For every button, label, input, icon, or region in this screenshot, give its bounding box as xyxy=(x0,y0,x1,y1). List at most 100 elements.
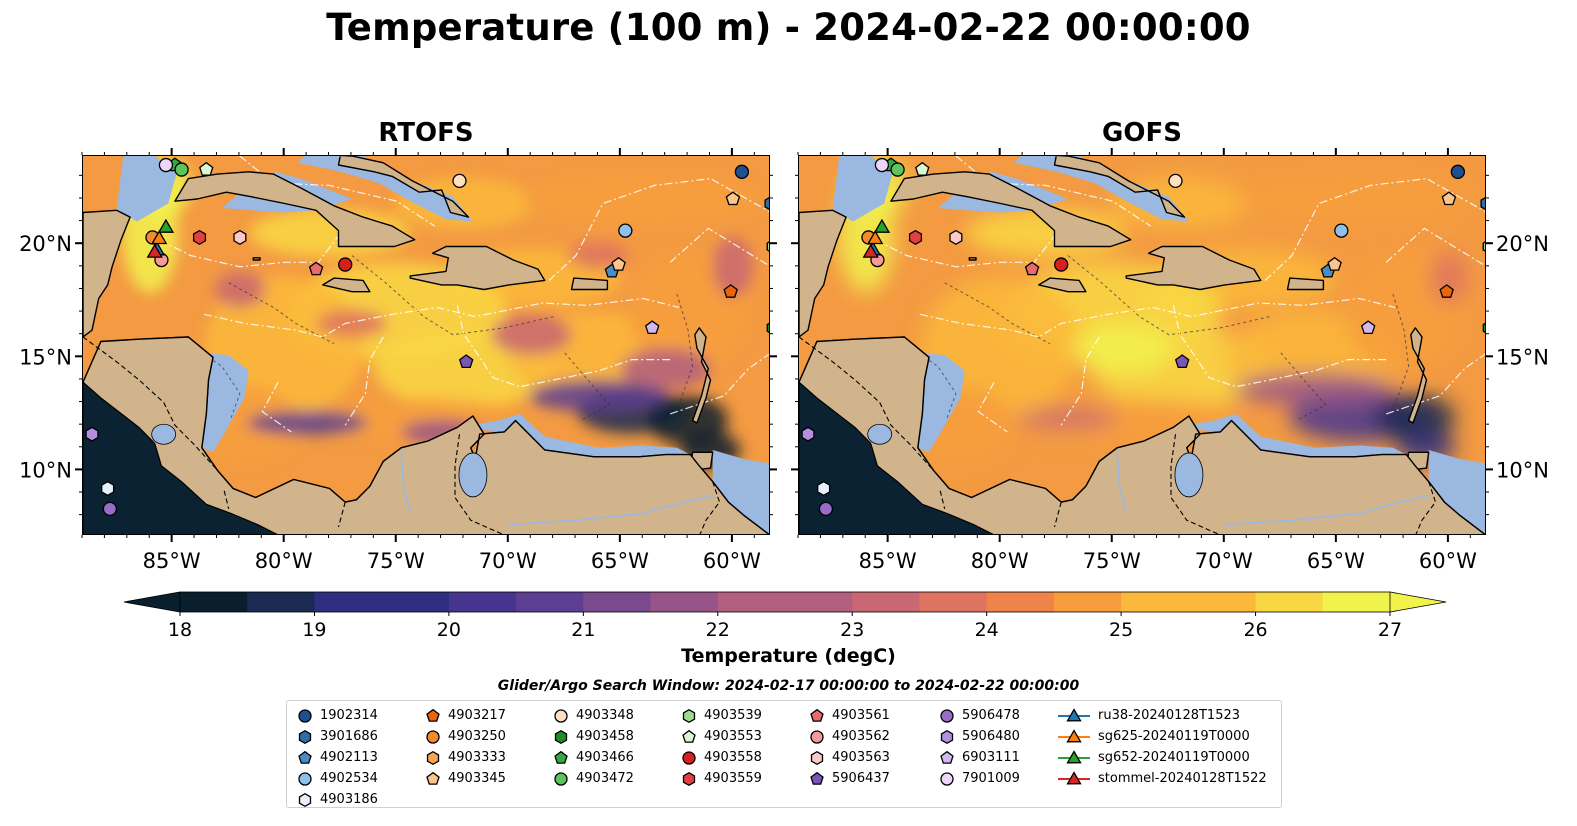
legend-item[interactable]: 5906437 xyxy=(809,768,890,789)
legend-marker-circle-icon xyxy=(554,708,568,723)
map-marker-4903558[interactable] xyxy=(338,257,353,272)
map-marker-4903472[interactable] xyxy=(890,162,905,177)
colorbar-band xyxy=(247,592,315,612)
lat-tick-label: 20°N xyxy=(1496,232,1549,256)
map-marker-4903472[interactable] xyxy=(174,162,189,177)
map-marker-stommel20240128t1522[interactable] xyxy=(146,243,163,258)
legend-item[interactable]: 3901686 xyxy=(297,726,378,747)
legend-item[interactable]: 4903472 xyxy=(553,768,634,789)
lat-tick-label: 10°N xyxy=(1496,458,1549,482)
map-marker-5906437[interactable] xyxy=(458,354,474,369)
map-marker-7901009[interactable] xyxy=(158,157,174,173)
map-marker-4903559[interactable] xyxy=(192,229,207,246)
map-marker-3901686[interactable] xyxy=(764,197,770,211)
legend-item[interactable]: 1902314 xyxy=(297,705,378,726)
legend-item[interactable]: 4903217 xyxy=(425,705,506,726)
map-marker-4903348[interactable] xyxy=(1168,173,1183,189)
legend-item[interactable]: 4903345 xyxy=(425,768,506,789)
map-marker-sg65220240119t0000[interactable] xyxy=(157,218,175,233)
legend-label: 4903186 xyxy=(320,792,378,807)
map-marker-4903345[interactable] xyxy=(611,256,626,271)
colorbar-band xyxy=(516,592,584,612)
map-marker-4903553[interactable] xyxy=(915,161,930,176)
panel-title-gofs: GOFS xyxy=(1102,118,1182,148)
legend-label: 4903458 xyxy=(576,729,634,744)
legend-marker-pentagon-icon xyxy=(426,708,440,722)
lon-tick-label: 80°W xyxy=(971,549,1029,573)
map-panel-gofs[interactable] xyxy=(798,155,1486,535)
legend-item[interactable]: 4902534 xyxy=(297,768,378,789)
legend-item[interactable]: 4903563 xyxy=(809,747,890,768)
map-marker-stommel20240128t1522[interactable] xyxy=(862,243,879,258)
lat-tick-label: 20°N xyxy=(19,232,72,256)
map-marker-4903558[interactable] xyxy=(1054,257,1069,272)
map-marker-4903539[interactable] xyxy=(766,240,770,254)
map-marker-4902534[interactable] xyxy=(618,223,633,238)
map-marker-4903217[interactable] xyxy=(723,284,738,298)
map-marker-4903348[interactable] xyxy=(452,173,467,189)
legend-item[interactable]: 5906478 xyxy=(939,705,1020,726)
map-marker-4903345[interactable] xyxy=(1327,256,1342,271)
lon-tick-label: 75°W xyxy=(367,549,425,573)
map-marker-4903559[interactable] xyxy=(908,229,923,246)
map-marker-sg65220240119t0000[interactable] xyxy=(873,218,891,233)
legend-item[interactable]: 4903333 xyxy=(425,747,506,768)
map-marker-6903111[interactable] xyxy=(644,320,660,335)
map-marker-4903539[interactable] xyxy=(1482,240,1486,254)
map-marker-1902314[interactable] xyxy=(1450,164,1466,179)
legend-item[interactable]: 6903111 xyxy=(939,747,1020,768)
lat-tick-label: 10°N xyxy=(19,458,72,482)
legend-item[interactable]: 7901009 xyxy=(939,768,1020,789)
legend-item[interactable]: 4903466 xyxy=(553,747,634,768)
map-marker-4903561[interactable] xyxy=(308,261,324,276)
map-marker-4903561[interactable] xyxy=(1024,261,1040,276)
map-marker-4903553[interactable] xyxy=(199,161,214,176)
legend-item[interactable]: 4903559 xyxy=(681,768,762,789)
colorbar-band xyxy=(986,592,1055,612)
lon-tick-label: 65°W xyxy=(1307,549,1365,573)
legend-item[interactable]: 4902113 xyxy=(297,747,378,768)
legend-item[interactable]: 4903250 xyxy=(425,726,506,747)
legend-item[interactable]: 4903458 xyxy=(553,726,634,747)
map-marker-1902314b[interactable] xyxy=(725,191,741,206)
map-marker-6903111[interactable] xyxy=(1360,320,1376,335)
legend-item[interactable]: sg652-20240119T0000 xyxy=(1057,747,1267,768)
map-marker-4903563[interactable] xyxy=(949,229,963,246)
legend-item[interactable]: 4903562 xyxy=(809,726,890,747)
legend-item[interactable]: 4903558 xyxy=(681,747,762,768)
map-marker-4902534[interactable] xyxy=(1334,223,1349,238)
legend-item[interactable]: 4903348 xyxy=(553,705,634,726)
map-marker-3901686[interactable] xyxy=(1480,197,1486,211)
map-marker-sg62520240119t0000[interactable] xyxy=(867,229,884,245)
map-panel-rtofs[interactable] xyxy=(82,155,770,535)
legend-marker-triangle-icon xyxy=(1058,728,1090,742)
map-marker-7901009[interactable] xyxy=(874,157,890,173)
legend-item[interactable]: 4903553 xyxy=(681,726,762,747)
legend-item[interactable]: ru38-20240128T1523 xyxy=(1057,705,1267,726)
colorbar-band xyxy=(852,592,920,612)
colorbar-band xyxy=(1188,592,1257,612)
legend-item[interactable]: 4903539 xyxy=(681,705,762,726)
legend-item[interactable]: 4903186 xyxy=(297,789,378,810)
map-marker-5906478[interactable] xyxy=(102,501,118,517)
legend-item[interactable]: stommel-20240128T1522 xyxy=(1057,768,1267,789)
legend-item[interactable]: 4903561 xyxy=(809,705,890,726)
map-marker-4903563[interactable] xyxy=(233,229,247,246)
map-marker-4903186[interactable] xyxy=(101,480,115,497)
legend-item[interactable]: 5906480 xyxy=(939,726,1020,747)
map-marker-5906480[interactable] xyxy=(85,426,99,442)
map-marker-4903217[interactable] xyxy=(1439,284,1454,298)
map-marker-4903458[interactable] xyxy=(766,321,770,335)
map-marker-1902314b[interactable] xyxy=(1441,191,1457,206)
legend-label: 4903539 xyxy=(704,708,762,723)
map-marker-4903186[interactable] xyxy=(817,480,831,497)
map-marker-sg62520240119t0000[interactable] xyxy=(151,229,168,245)
colorbar-band xyxy=(1121,592,1189,612)
map-marker-5906437[interactable] xyxy=(1174,354,1190,369)
map-marker-5906478[interactable] xyxy=(818,501,834,517)
map-marker-5906480[interactable] xyxy=(801,426,815,442)
map-marker-4903458[interactable] xyxy=(1482,321,1486,335)
legend-item[interactable]: sg625-20240119T0000 xyxy=(1057,726,1267,747)
map-marker-1902314[interactable] xyxy=(734,164,750,179)
legend-marker-circle-icon xyxy=(298,771,312,786)
